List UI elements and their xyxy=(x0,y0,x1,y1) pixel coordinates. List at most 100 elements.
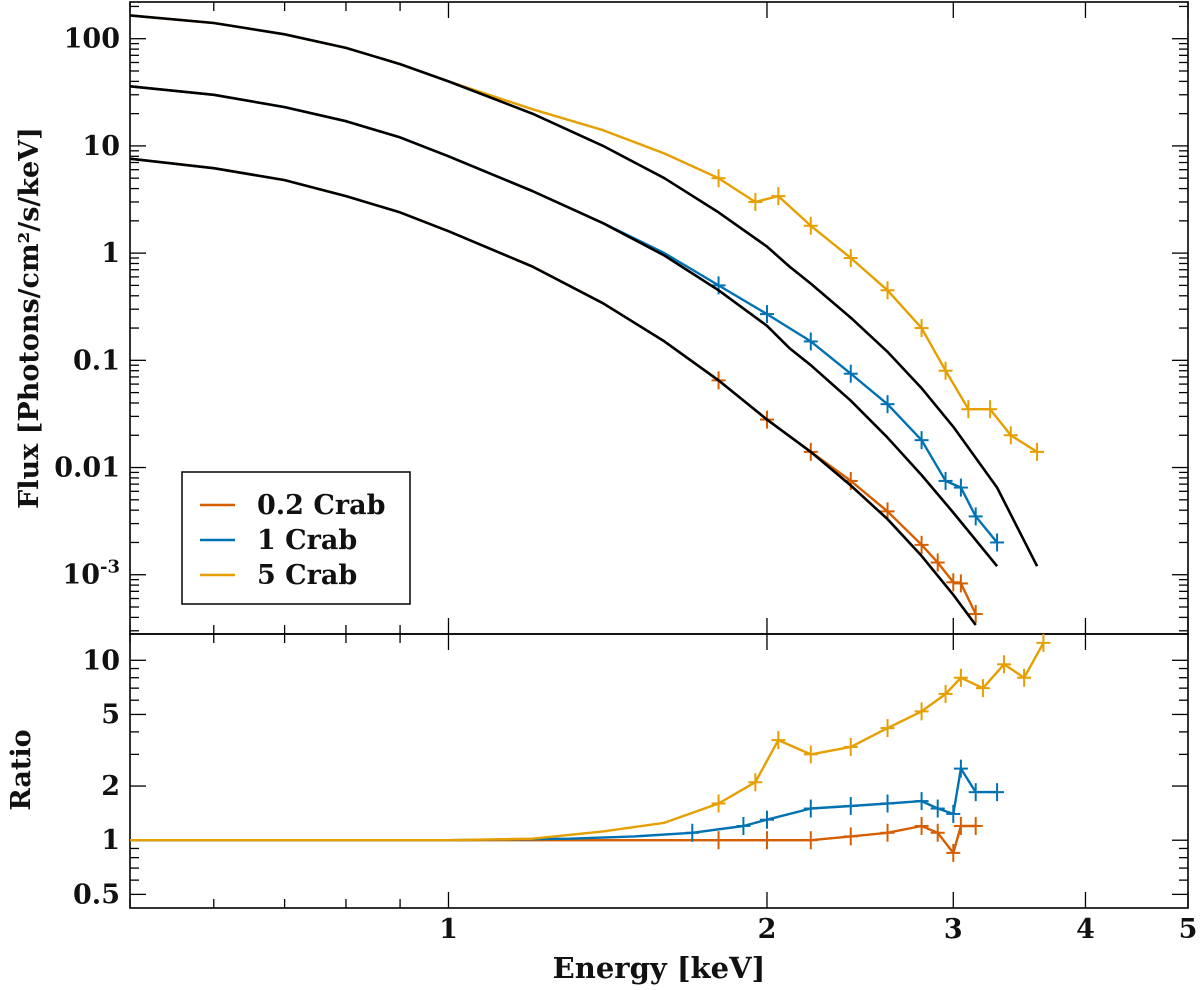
data-point xyxy=(968,783,983,802)
data-point xyxy=(803,831,818,850)
data-point xyxy=(968,816,983,835)
flux-y-tick-label: 0.01 xyxy=(54,453,120,484)
series-model-0-2-crab xyxy=(129,157,977,626)
ratio-y-tick-label: 2 xyxy=(101,771,120,802)
x-tick-label: 1 xyxy=(439,914,458,945)
x-axis-label: Energy [keV] xyxy=(553,951,766,985)
data-point xyxy=(711,831,726,850)
data-point xyxy=(880,823,895,842)
flux-y-tick-label: 0.1 xyxy=(73,345,120,376)
data-point xyxy=(711,169,726,188)
data-point xyxy=(990,533,1005,552)
data-point xyxy=(938,471,953,490)
flux-y-axis-label: Flux [Photons/cm²/s/keV] xyxy=(14,127,45,509)
legend-label-0-2-crab: 0.2 Crab xyxy=(257,490,385,521)
data-point xyxy=(914,319,929,338)
flux-y-tick-label: 10-3 xyxy=(62,557,120,591)
x-tick-label: 3 xyxy=(944,914,963,945)
data-point xyxy=(843,827,858,846)
data-point xyxy=(938,684,953,703)
ratio-y-tick-label: 10 xyxy=(82,645,120,676)
data-point xyxy=(953,478,968,497)
data-point xyxy=(930,553,945,572)
data-point xyxy=(759,831,774,850)
ratio-x-ticks: 1 2 3 4 5 xyxy=(129,634,1198,945)
ratio-series xyxy=(130,633,1051,862)
data-point xyxy=(953,816,968,835)
data-point xyxy=(914,702,929,721)
legend-label-1-crab: 1 Crab xyxy=(257,525,357,556)
data-point xyxy=(914,816,929,835)
data-point xyxy=(843,796,858,815)
ratio-panel: 1 2 3 4 5 0.5 1 2 5 10 Ratio Energy [keV] xyxy=(6,633,1198,985)
series-5-crab xyxy=(130,642,1045,842)
x-tick-label: 5 xyxy=(1179,914,1198,945)
ratio-panel-frame xyxy=(129,633,1189,909)
series-1-crab xyxy=(130,767,998,842)
legend: 0.2 Crab 1 Crab 5 Crab xyxy=(181,471,411,605)
data-point xyxy=(953,574,968,593)
data-point xyxy=(938,361,953,380)
x-tick-label: 2 xyxy=(758,914,777,945)
data-point xyxy=(803,799,818,818)
ratio-y-tick-label: 1 xyxy=(101,825,120,856)
series-model-1-crab xyxy=(129,85,999,568)
data-point xyxy=(771,731,786,750)
flux-x-ticks xyxy=(129,2,1189,634)
series-model-5-crab xyxy=(129,14,1039,567)
legend-box xyxy=(181,471,411,605)
x-tick-label: 4 xyxy=(1076,914,1095,945)
data-point xyxy=(843,249,858,268)
data-point xyxy=(1036,633,1051,652)
data-point xyxy=(1030,442,1045,461)
data-point xyxy=(953,759,968,778)
data-point xyxy=(759,305,774,324)
flux-y-tick-label: 1 xyxy=(101,238,120,269)
data-point xyxy=(803,745,818,764)
flux-panel: 10-3 0.01 0.1 1 10 100 Flux [Photons/cm²/s/ke… xyxy=(14,1,1189,635)
data-point xyxy=(1017,668,1032,687)
data-point xyxy=(990,783,1005,802)
data-point xyxy=(880,395,895,414)
data-point xyxy=(996,655,1011,674)
data-point xyxy=(843,364,858,383)
ratio-y-ticks: 0.5 1 2 5 10 xyxy=(73,645,1188,910)
data-point xyxy=(914,535,929,554)
data-point xyxy=(983,400,998,419)
data-point xyxy=(1003,426,1018,445)
data-point xyxy=(771,187,786,206)
ratio-y-axis-label: Ratio xyxy=(6,729,37,810)
data-point xyxy=(748,773,763,792)
data-point xyxy=(968,605,983,624)
data-point xyxy=(930,823,945,842)
flux-y-tick-label: 100 xyxy=(64,24,120,55)
data-point xyxy=(736,816,751,835)
data-point xyxy=(685,823,700,842)
data-point xyxy=(880,719,895,738)
data-point xyxy=(759,810,774,829)
ratio-y-tick-label: 0.5 xyxy=(73,879,120,910)
data-point xyxy=(953,668,968,687)
data-point xyxy=(975,679,990,698)
flux-y-tick-label: 10 xyxy=(82,131,120,162)
data-point xyxy=(843,737,858,756)
data-point xyxy=(946,804,961,823)
series-5-crab xyxy=(129,14,1038,453)
flux-series xyxy=(129,14,1045,626)
data-point xyxy=(803,332,818,351)
ratio-y-tick-label: 5 xyxy=(101,699,120,730)
legend-label-5-crab: 5 Crab xyxy=(257,560,357,591)
data-point xyxy=(880,281,895,300)
data-point xyxy=(961,400,976,419)
data-point xyxy=(930,799,945,818)
data-point xyxy=(968,507,983,526)
data-point xyxy=(914,792,929,811)
data-point xyxy=(748,192,763,211)
data-point xyxy=(880,794,895,813)
flux-y-ticks: 10-3 0.01 0.1 1 10 100 xyxy=(54,5,1188,632)
data-point xyxy=(711,794,726,813)
data-point xyxy=(914,431,929,450)
data-point xyxy=(803,216,818,235)
data-point xyxy=(946,843,961,862)
